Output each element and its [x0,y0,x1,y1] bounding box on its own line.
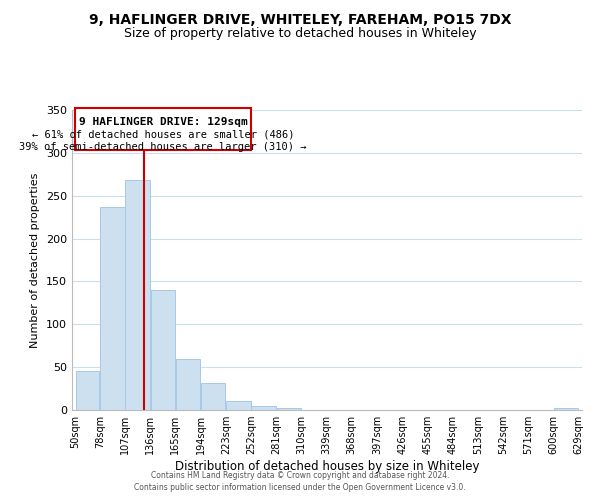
Text: 39% of semi-detached houses are larger (310) →: 39% of semi-detached houses are larger (… [19,142,307,152]
X-axis label: Distribution of detached houses by size in Whiteley: Distribution of detached houses by size … [175,460,479,473]
Text: Size of property relative to detached houses in Whiteley: Size of property relative to detached ho… [124,28,476,40]
Text: 9 HAFLINGER DRIVE: 129sqm: 9 HAFLINGER DRIVE: 129sqm [79,117,248,127]
Text: 9, HAFLINGER DRIVE, WHITELEY, FAREHAM, PO15 7DX: 9, HAFLINGER DRIVE, WHITELEY, FAREHAM, P… [89,12,511,26]
Bar [125,180,150,410]
Bar [226,402,251,410]
FancyBboxPatch shape [76,108,251,150]
Bar [277,408,301,410]
Bar [201,384,226,410]
Bar [554,408,578,410]
Bar [76,370,100,410]
Bar [151,290,175,410]
Text: Contains HM Land Registry data © Crown copyright and database right 2024.: Contains HM Land Registry data © Crown c… [151,471,449,480]
Bar [100,207,125,410]
Text: ← 61% of detached houses are smaller (486): ← 61% of detached houses are smaller (48… [32,130,295,140]
Text: Contains public sector information licensed under the Open Government Licence v3: Contains public sector information licen… [134,484,466,492]
Bar [251,406,276,410]
Y-axis label: Number of detached properties: Number of detached properties [31,172,40,348]
Bar [176,360,200,410]
